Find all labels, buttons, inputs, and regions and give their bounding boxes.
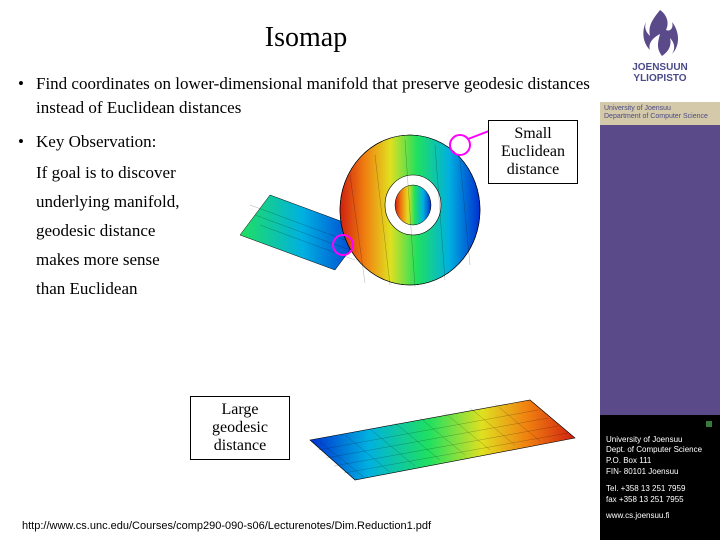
dept-line: Dept. of Computer Science — [606, 445, 702, 454]
label-line: distance — [499, 161, 567, 179]
strip-line-1: University of Joensuu — [604, 105, 716, 113]
green-dot-icon — [706, 421, 712, 427]
strip-line-2: Department of Computer Science — [604, 113, 716, 121]
university-logo: JOENSUUN YLIOPISTO — [600, 0, 720, 102]
bullet-1: Find coordinates on lower-dimensional ma… — [18, 72, 594, 120]
flame-icon — [638, 8, 682, 60]
dept-line: Tel. +358 13 251 7959 — [606, 484, 685, 493]
label-line: Small — [499, 125, 567, 143]
dept-line: www.cs.joensuu.fi — [606, 511, 670, 520]
footer-url: http://www.cs.unc.edu/Courses/comp290-09… — [22, 520, 431, 532]
label-line: distance — [201, 437, 279, 455]
label-line: Euclidean — [499, 143, 567, 161]
label-line: Large — [201, 401, 279, 419]
department-info: University of Joensuu Dept. of Computer … — [600, 415, 720, 534]
university-strip: University of Joensuu Department of Comp… — [600, 102, 720, 125]
logo-text-1: JOENSUUN — [632, 62, 688, 73]
dept-line: FIN- 80101 Joensuu — [606, 467, 679, 476]
flat-strip-figure — [300, 390, 580, 485]
label-large-geodesic: Large geodesic distance — [190, 396, 290, 460]
dept-line: P.O. Box 111 — [606, 456, 651, 465]
label-small-euclidean: Small Euclidean distance — [488, 120, 578, 184]
dept-line: fax +358 13 251 7955 — [606, 495, 684, 504]
slide-content: Isomap Find coordinates on lower-dimensi… — [0, 0, 600, 540]
label-line: geodesic — [201, 419, 279, 437]
dept-line: University of Joensuu — [606, 435, 682, 444]
logo-text-2: YLIOPISTO — [633, 73, 686, 84]
slide-title: Isomap — [18, 22, 594, 54]
sidebar: JOENSUUN YLIOPISTO University of Joensuu… — [600, 0, 720, 540]
purple-band — [600, 125, 720, 415]
